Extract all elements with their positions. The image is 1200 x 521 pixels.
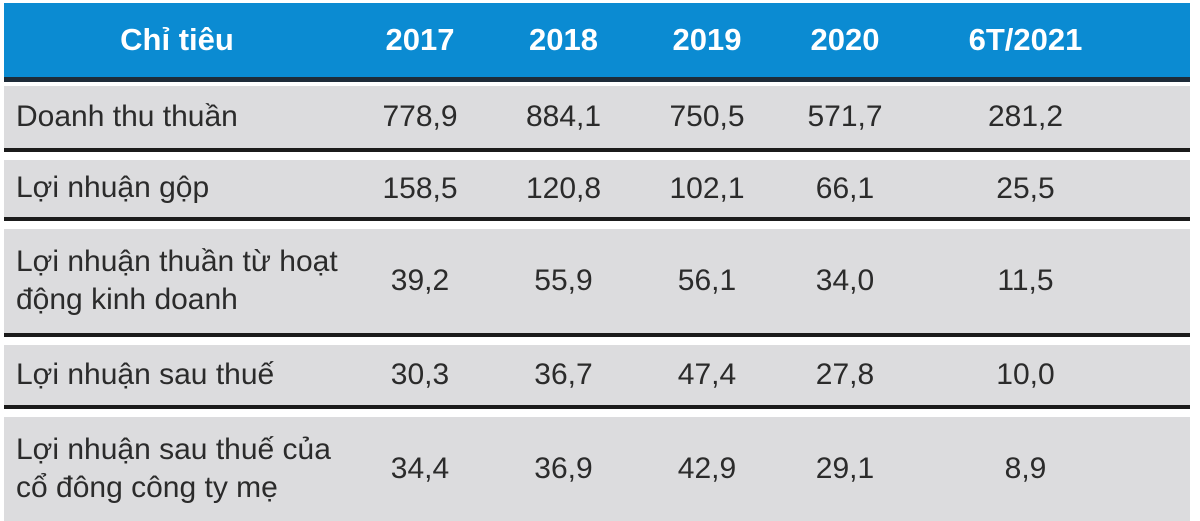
financial-results-table: Chỉ tiêu 2017 2018 2019 2020 6T/2021 Doa… xyxy=(4,3,1190,521)
header-year-2019: 2019 xyxy=(672,22,742,57)
row-label: Lợi nhuận thuần từ hoạt động kinh doanh xyxy=(16,244,338,316)
table-row: Lợi nhuận sau thuế của cổ đông công ty m… xyxy=(4,417,1190,521)
cell-value: 750,5 xyxy=(669,100,745,133)
cell-value: 34,0 xyxy=(815,264,875,297)
cell-value: 27,8 xyxy=(815,358,875,391)
header-criteria: Chỉ tiêu xyxy=(120,22,234,57)
table-row: Doanh thu thuần 778,9 884,1 750,5 571,7 … xyxy=(4,86,1190,152)
cell-value: 102,1 xyxy=(669,171,745,205)
header-year-2017: 2017 xyxy=(385,22,455,57)
cell-value: 571,7 xyxy=(807,100,883,133)
table-row: Lợi nhuận thuần từ hoạt động kinh doanh … xyxy=(4,229,1190,337)
cell-value: 8,9 xyxy=(1004,452,1047,485)
row-label: Lợi nhuận sau thuế của cổ đông công ty m… xyxy=(16,432,331,504)
cell-value: 36,7 xyxy=(534,358,593,391)
cell-value: 30,3 xyxy=(390,358,450,391)
cell-value: 281,2 xyxy=(987,100,1064,133)
table-header-row: Chỉ tiêu 2017 2018 2019 2020 6T/2021 xyxy=(4,3,1190,82)
table-row: Lợi nhuận sau thuế 30,3 36,7 47,4 27,8 1… xyxy=(4,345,1190,409)
row-label: Doanh thu thuần xyxy=(16,99,238,133)
row-label: Lợi nhuận gộp xyxy=(16,171,210,205)
cell-value: 36,9 xyxy=(534,452,593,485)
cell-value: 55,9 xyxy=(534,264,593,297)
row-label: Lợi nhuận sau thuế xyxy=(16,357,275,391)
table-row: Lợi nhuận gộp 158,5 120,8 102,1 66,1 25,… xyxy=(4,160,1190,221)
cell-value: 778,9 xyxy=(382,100,458,133)
cell-value: 42,9 xyxy=(677,452,737,485)
cell-value: 158,5 xyxy=(382,171,458,205)
cell-value: 47,4 xyxy=(677,358,737,391)
header-year-2018: 2018 xyxy=(529,22,598,57)
cell-value: 884,1 xyxy=(525,100,602,133)
cell-value: 29,1 xyxy=(815,452,875,485)
cell-value: 56,1 xyxy=(677,264,737,297)
header-period-6t2021: 6T/2021 xyxy=(968,22,1083,57)
cell-value: 11,5 xyxy=(997,264,1054,297)
cell-value: 120,8 xyxy=(525,171,602,205)
cell-value: 25,5 xyxy=(996,171,1055,205)
cell-value: 66,1 xyxy=(815,171,875,205)
cell-value: 39,2 xyxy=(390,264,450,297)
cell-value: 10,0 xyxy=(996,358,1055,391)
header-year-2020: 2020 xyxy=(810,22,880,57)
cell-value: 34,4 xyxy=(390,452,450,485)
